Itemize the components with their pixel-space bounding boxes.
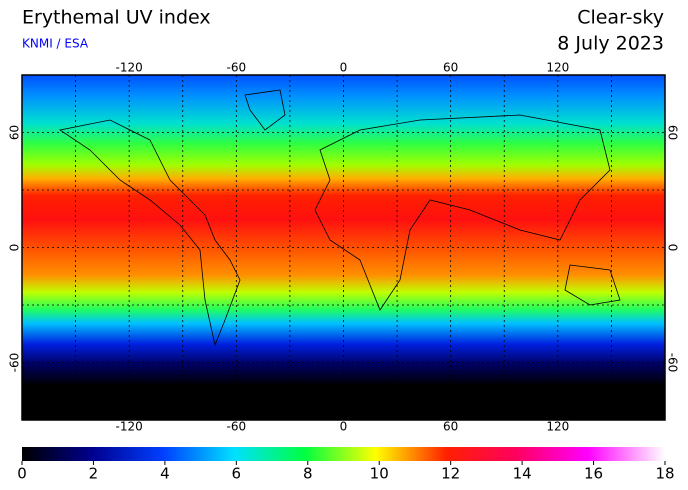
lon-label: -60 [227, 420, 247, 434]
lat-label: 60 [8, 125, 22, 140]
lat-label: -60 [8, 353, 22, 373]
colorbar-label: 2 [89, 465, 99, 483]
source: KNMI / ESA [22, 37, 89, 51]
colorbar-label: 0 [17, 465, 27, 483]
colorbar-label: 4 [160, 465, 170, 483]
lon-label: 120 [546, 61, 569, 75]
lat-label: 0 [8, 244, 22, 252]
lon-label: -120 [116, 61, 143, 75]
lon-label: -60 [227, 61, 247, 75]
lon-label: 0 [340, 420, 348, 434]
colorbar-label: 12 [441, 465, 460, 483]
title: Erythemal UV index [22, 7, 211, 29]
colorbar-label: 16 [584, 465, 603, 483]
colorbar [22, 447, 665, 461]
colorbar-label: 8 [303, 465, 313, 483]
colorbar-label: 14 [513, 465, 532, 483]
lon-label: -120 [116, 420, 143, 434]
condition: Clear-sky [577, 7, 664, 29]
lat-label: 60 [666, 125, 680, 140]
lon-label: 60 [443, 420, 458, 434]
date: 8 July 2023 [557, 33, 664, 55]
colorbar-label: 18 [655, 465, 674, 483]
colorbar-label: 10 [370, 465, 389, 483]
lon-label: 60 [443, 61, 458, 75]
colorbar-label: 6 [232, 465, 242, 483]
lon-label: 120 [546, 420, 569, 434]
coastlines [58, 89, 621, 347]
lat-label: 0 [666, 244, 680, 252]
lat-label: -60 [666, 353, 680, 373]
lon-label: 0 [340, 61, 348, 75]
